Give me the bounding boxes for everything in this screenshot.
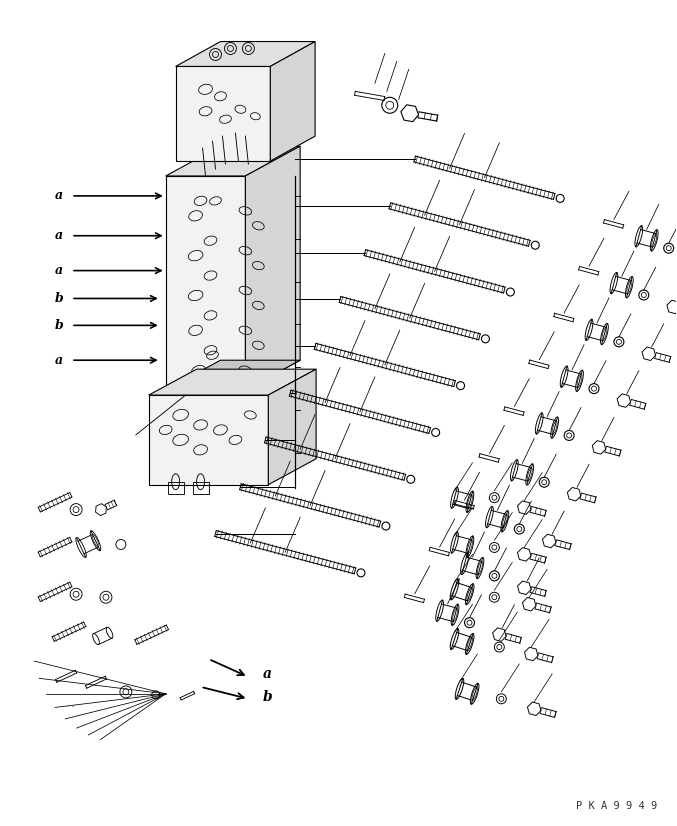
Polygon shape bbox=[149, 395, 268, 485]
Polygon shape bbox=[149, 369, 316, 395]
Polygon shape bbox=[270, 41, 315, 161]
Text: a: a bbox=[55, 354, 63, 367]
Text: P K A 9 9 4 9: P K A 9 9 4 9 bbox=[576, 801, 657, 811]
Polygon shape bbox=[166, 360, 300, 390]
Polygon shape bbox=[166, 146, 300, 176]
Bar bbox=[192, 482, 209, 494]
Text: a: a bbox=[55, 264, 63, 277]
Text: b: b bbox=[55, 292, 64, 305]
Text: a: a bbox=[55, 230, 63, 242]
Text: a: a bbox=[55, 189, 63, 202]
Text: b: b bbox=[55, 319, 64, 332]
Text: a: a bbox=[262, 667, 271, 681]
Polygon shape bbox=[268, 369, 316, 485]
Text: b: b bbox=[262, 690, 272, 704]
Bar bbox=[168, 482, 183, 494]
Polygon shape bbox=[166, 176, 245, 390]
Polygon shape bbox=[175, 66, 270, 161]
Polygon shape bbox=[245, 146, 300, 390]
Text: - -: - - bbox=[66, 702, 74, 711]
Polygon shape bbox=[175, 41, 315, 66]
